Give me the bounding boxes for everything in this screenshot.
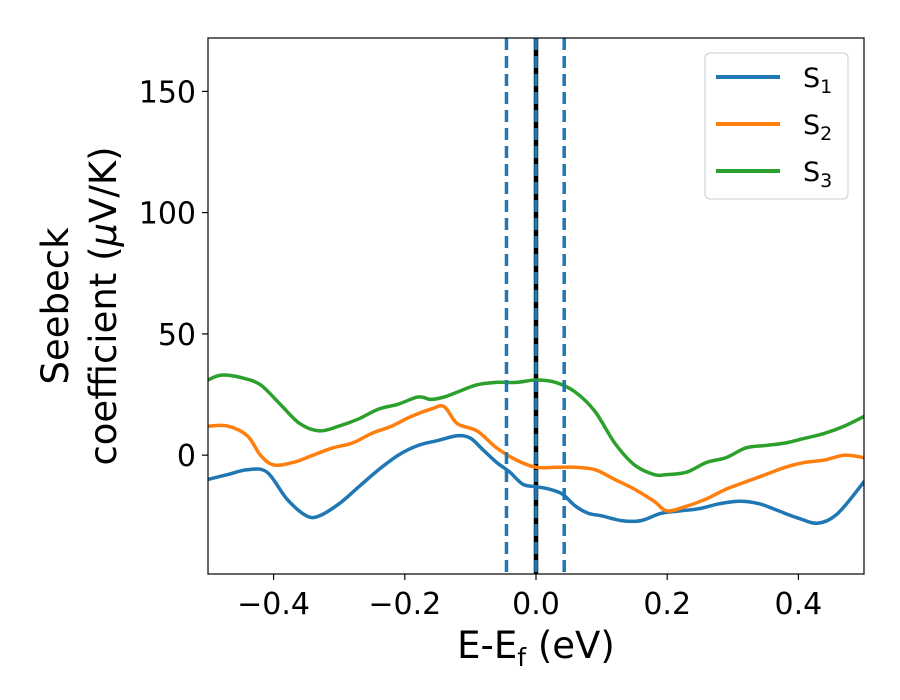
- legend: S1 S2 S3: [704, 52, 849, 200]
- x-tick-label: 0.0: [512, 587, 560, 622]
- y-tick-label: 0: [177, 439, 196, 474]
- legend-label-s2: S2: [803, 110, 832, 145]
- y-axis-label: Seebeck coefficient (μV/K): [34, 146, 125, 465]
- series-line-s2: [208, 404, 864, 513]
- data-series: [208, 38, 864, 574]
- x-tick-label: 0.4: [775, 587, 823, 622]
- legend-label-s3: S3: [803, 157, 832, 192]
- series-line-s1: [208, 433, 864, 525]
- x-tick-label: −0.2: [368, 587, 441, 622]
- series-line-s3: [208, 373, 864, 478]
- y-axis-label-line1: Seebeck: [34, 227, 77, 385]
- x-tick-label: −0.4: [237, 587, 310, 622]
- x-axis-label: E-Ef (eV): [457, 624, 615, 672]
- y-axis-label-line2: coefficient (μV/K): [82, 146, 125, 465]
- x-axis-ticks: −0.4 −0.2 0.0 0.2 0.4: [237, 574, 822, 622]
- y-tick-label: 100: [139, 197, 196, 232]
- y-axis-ticks: 0 50 100 150: [139, 75, 208, 474]
- y-tick-label: 50: [158, 318, 196, 353]
- y-tick-label: 150: [139, 75, 196, 110]
- legend-label-s1: S1: [803, 63, 832, 98]
- x-tick-label: 0.2: [643, 587, 691, 622]
